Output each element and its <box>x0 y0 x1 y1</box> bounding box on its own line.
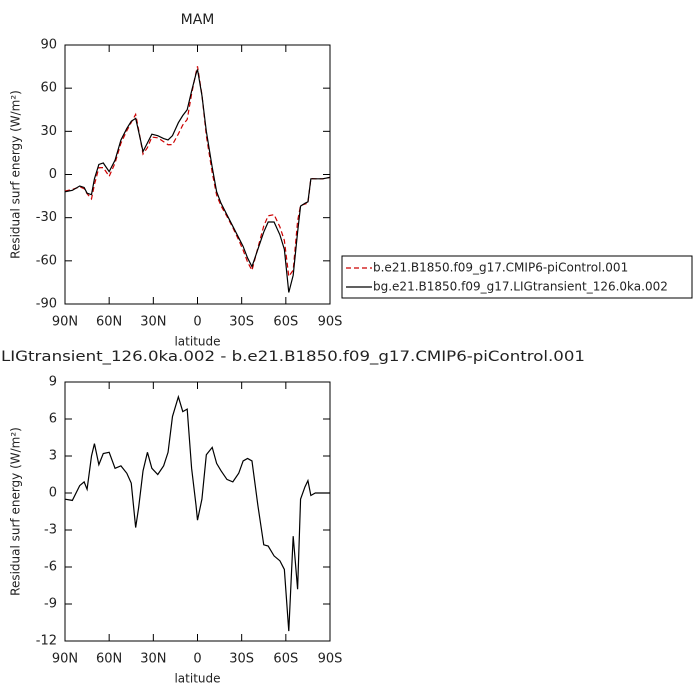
x-tick-label: 30N <box>140 315 166 330</box>
x-tick-label: 60N <box>96 315 122 330</box>
y-tick-label: -30 <box>36 210 57 225</box>
x-axis-label: latitude <box>174 672 220 686</box>
y-tick-label: -12 <box>36 634 57 649</box>
x-tick-label: 30S <box>229 652 254 667</box>
y-axis-label: Residual surf energy (W/m²) <box>9 427 23 596</box>
y-tick-label: -3 <box>44 523 57 538</box>
legend-label: bg.e21.B1850.f09_g17.LIGtransient_126.0k… <box>373 280 668 294</box>
y-tick-label: 0 <box>49 167 57 182</box>
y-tick-label: -9 <box>44 597 57 612</box>
y-axis-label: Residual surf energy (W/m²) <box>9 90 23 259</box>
x-axis-label: latitude <box>174 335 220 349</box>
y-tick-label: -90 <box>36 297 57 312</box>
x-tick-label: 30N <box>140 652 166 667</box>
y-tick-label: -60 <box>36 253 57 268</box>
x-tick-label: 30S <box>229 315 254 330</box>
x-tick-label: 60S <box>273 652 298 667</box>
y-tick-label: 60 <box>40 81 57 96</box>
x-tick-label: 60N <box>96 652 122 667</box>
y-tick-label: 6 <box>49 412 57 427</box>
data-line <box>64 394 330 632</box>
x-tick-label: 0 <box>193 652 201 667</box>
y-tick-label: 30 <box>40 124 57 139</box>
legend-box <box>341 255 693 299</box>
x-tick-label: 90S <box>318 315 343 330</box>
x-tick-label: 0 <box>193 315 201 330</box>
y-tick-label: -6 <box>44 560 57 575</box>
x-tick-label: 90S <box>318 652 343 667</box>
x-tick-label: 60S <box>273 315 298 330</box>
y-tick-label: 3 <box>49 449 57 464</box>
chart-title: MAM <box>181 12 215 28</box>
data-line <box>64 69 331 293</box>
chart-title: LIGtransient_126.0ka.002 - b.e21.B1850.f… <box>1 349 585 365</box>
data-line <box>64 66 331 278</box>
legend-label: b.e21.B1850.f09_g17.CMIP6-piControl.001 <box>373 261 628 275</box>
x-tick-label: 90N <box>52 315 78 330</box>
y-tick-label: 9 <box>49 375 57 390</box>
y-tick-label: 90 <box>40 38 57 53</box>
x-tick-label: 90N <box>52 652 78 667</box>
plot-frame <box>64 44 331 305</box>
y-tick-label: 0 <box>49 486 57 501</box>
